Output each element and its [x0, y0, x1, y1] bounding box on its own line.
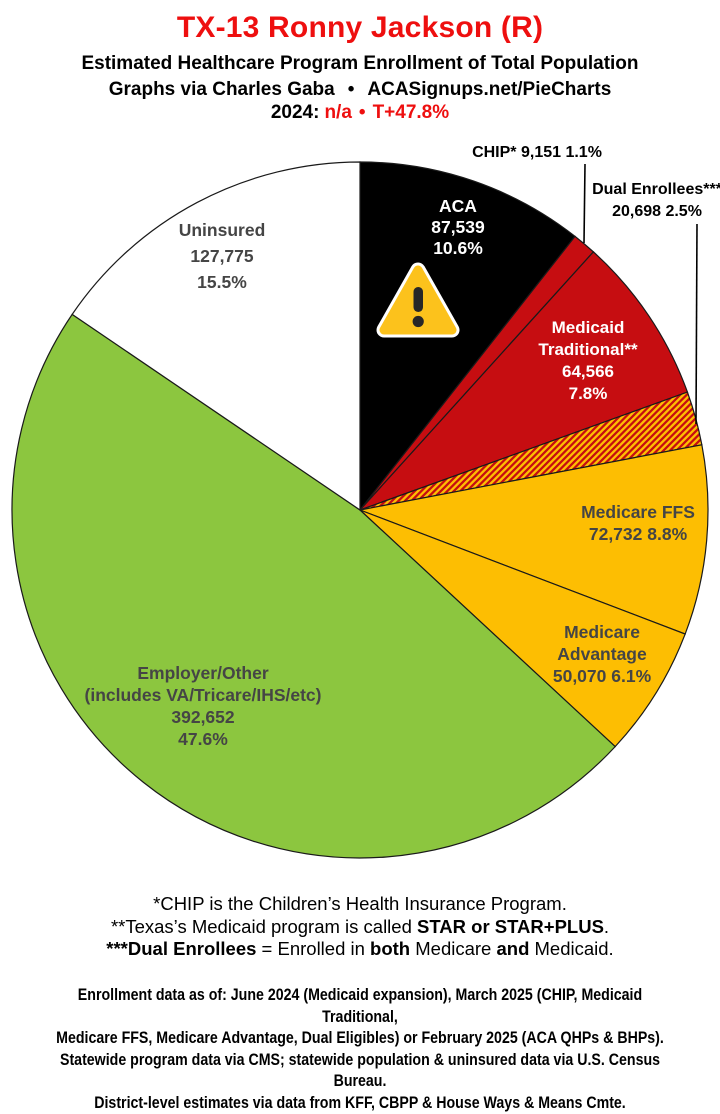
footnote-chip: *CHIP is the Children’s Health Insurance… — [0, 893, 720, 916]
source-line-3: Statewide program data via CMS; statewid… — [50, 1050, 669, 1093]
footnote-dual-mid1: = Enrolled in — [256, 938, 370, 959]
aca-label-name: ACA — [431, 196, 485, 217]
footnote-medicaid: **Texas’s Medicaid program is called STA… — [0, 916, 720, 939]
medicare-ffs-slice-label: Medicare FFS 72,732 8.8% — [581, 501, 695, 545]
adv-label-value: 50,070 6.1% — [553, 665, 651, 687]
medicaid-label-value: 64,566 — [538, 361, 637, 383]
footnote-dual-mid2: Medicare — [410, 938, 496, 959]
footnote-medicaid-pre: **Texas’s Medicaid program is called — [111, 916, 417, 937]
footnote-dual: ***Dual Enrollees = Enrolled in both Med… — [0, 938, 720, 961]
data-source-block: Enrollment data as of: June 2024 (Medica… — [0, 985, 720, 1114]
employer-other-slice-label: Employer/Other (includes VA/Tricare/IHS/… — [85, 662, 322, 750]
employer-label-name: Employer/Other — [85, 662, 322, 684]
adv-label-name-1: Medicare — [553, 621, 651, 643]
dual-label-value: 20,698 2.5% — [592, 201, 720, 223]
adv-label-name-2: Advantage — [553, 643, 651, 665]
pie-chart-infographic: TX-13 Ronny Jackson (R) Estimated Health… — [0, 0, 720, 1070]
medicaid-label-name-2: Traditional** — [538, 339, 637, 361]
employer-label-detail: (includes VA/Tricare/IHS/etc) — [85, 684, 322, 706]
footnote-dual-bold3: and — [496, 938, 529, 959]
source-line-1: Enrollment data as of: June 2024 (Medica… — [50, 985, 669, 1028]
dual-enrollees-callout-label: Dual Enrollees*** 20,698 2.5% — [592, 179, 720, 223]
chip-callout-label: CHIP* 9,151 1.1% — [472, 142, 602, 164]
employer-label-pct: 47.6% — [85, 728, 322, 750]
footnote-chip-text: *CHIP is the Children’s Health Insurance… — [153, 893, 567, 914]
medicare-advantage-slice-label: Medicare Advantage 50,070 6.1% — [553, 621, 651, 687]
uninsured-slice-label: Uninsured 127,775 15.5% — [179, 217, 266, 295]
ffs-label-value: 72,732 8.8% — [581, 523, 695, 545]
footnotes: *CHIP is the Children’s Health Insurance… — [0, 893, 720, 961]
employer-label-value: 392,652 — [85, 706, 322, 728]
ffs-label-name: Medicare FFS — [581, 501, 695, 523]
footnote-medicaid-bold: STAR or STAR+PLUS — [417, 916, 604, 937]
uninsured-label-name: Uninsured — [179, 217, 266, 243]
medicaid-label-pct: 7.8% — [538, 383, 637, 405]
aca-label-pct: 10.6% — [431, 238, 485, 259]
uninsured-label-pct: 15.5% — [179, 269, 266, 295]
aca-slice-label: ACA 87,539 10.6% — [431, 196, 485, 259]
dual-enrollees-callout-line — [696, 224, 697, 424]
footnote-medicaid-post: . — [604, 916, 609, 937]
footnote-dual-bold1: ***Dual Enrollees — [106, 938, 256, 959]
uninsured-label-value: 127,775 — [179, 243, 266, 269]
aca-label-value: 87,539 — [431, 217, 485, 238]
medicaid-traditional-slice-label: Medicaid Traditional** 64,566 7.8% — [538, 317, 637, 405]
footnote-dual-post: Medicaid. — [529, 938, 613, 959]
source-line-2: Medicare FFS, Medicare Advantage, Dual E… — [50, 1028, 669, 1050]
chip-label-text: CHIP* 9,151 1.1% — [472, 142, 602, 164]
chip-callout-line — [584, 164, 585, 243]
dual-label-name: Dual Enrollees*** — [592, 179, 720, 201]
medicaid-label-name-1: Medicaid — [538, 317, 637, 339]
footnote-dual-bold2: both — [370, 938, 410, 959]
source-line-4: District-level estimates via data from K… — [50, 1093, 669, 1114]
